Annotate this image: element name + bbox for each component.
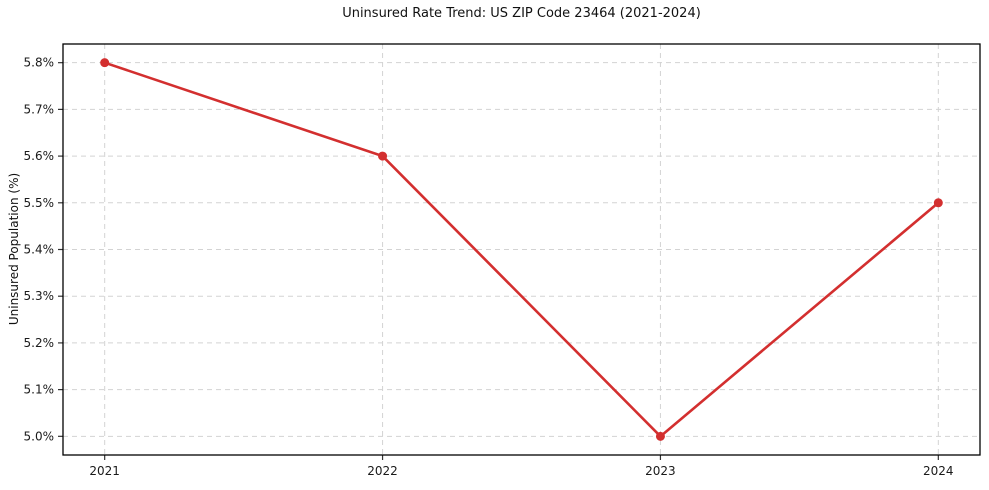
y-tick-label: 5.6% (24, 149, 55, 163)
y-tick-label: 5.1% (24, 383, 55, 397)
data-point-marker (933, 198, 943, 208)
data-point-marker (655, 431, 665, 441)
data-point-marker (100, 58, 110, 68)
x-tick-label: 2021 (89, 464, 120, 478)
chart-title: Uninsured Rate Trend: US ZIP Code 23464 … (342, 6, 701, 21)
data-point-marker (378, 151, 388, 161)
y-tick-label: 5.3% (24, 289, 55, 303)
x-tick-label: 2023 (645, 464, 676, 478)
trend-line (103, 61, 940, 438)
plot-frame (62, 43, 981, 456)
y-tick-label: 5.8% (24, 56, 55, 70)
y-tick-label: 5.4% (24, 243, 55, 257)
y-tick-label: 5.0% (24, 429, 55, 443)
y-tick-label: 5.2% (24, 336, 55, 350)
x-tick-label: 2024 (923, 464, 954, 478)
y-tick-label: 5.5% (24, 196, 55, 210)
x-tick-label: 2022 (367, 464, 398, 478)
y-tick-label: 5.7% (24, 102, 55, 116)
